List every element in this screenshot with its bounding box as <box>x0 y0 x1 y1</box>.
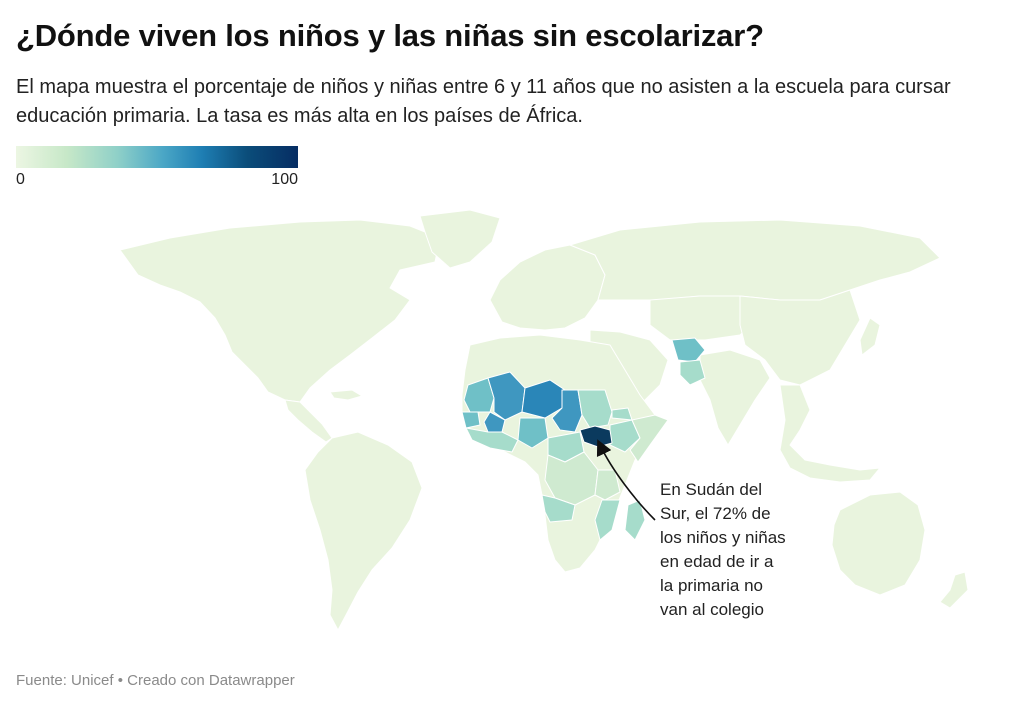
region-india <box>699 349 771 446</box>
region-australia <box>831 491 926 596</box>
region-south-america <box>304 431 423 631</box>
region-eritrea <box>611 407 633 421</box>
legend-gradient-bar <box>16 146 298 168</box>
region-angola <box>541 494 576 523</box>
region-europe <box>489 244 606 331</box>
separator-text: • <box>113 672 128 689</box>
region-new-zealand <box>939 571 969 609</box>
region-afghanistan <box>671 337 706 363</box>
annotation-south-sudan: En Sudán del Sur, el 72% de los niños y … <box>660 478 820 622</box>
region-central-america <box>284 399 333 443</box>
region-greenland <box>419 209 501 269</box>
region-sudan <box>577 389 613 429</box>
region-russia <box>569 219 941 301</box>
region-senegal <box>461 411 481 429</box>
region-north-america <box>119 219 441 403</box>
region-tanzania <box>594 469 621 501</box>
region-japan <box>859 317 881 356</box>
legend-max-label: 100 <box>271 171 298 188</box>
annotation-line: la primaria no <box>660 576 763 595</box>
region-pakistan <box>679 359 706 386</box>
region-central-asia <box>649 295 761 341</box>
annotation-line: Sur, el 72% de <box>660 504 771 523</box>
region-somalia <box>629 414 669 463</box>
region-mozambique <box>594 499 621 541</box>
chart-title: ¿Dónde viven los niños y las niñas sin e… <box>16 18 764 53</box>
region-nigeria <box>517 417 549 449</box>
region-mali <box>487 371 526 421</box>
annotation-line: en edad de ir a <box>660 552 774 571</box>
source-text: Fuente: Unicef <box>16 672 114 689</box>
annotation-line: En Sudán del <box>660 480 763 499</box>
credit-link[interactable]: Creado con Datawrapper <box>127 672 295 689</box>
region-west-coast <box>465 427 519 453</box>
world-map <box>119 209 969 631</box>
region-southeast-asia <box>779 384 881 483</box>
legend-min-label: 0 <box>16 171 25 188</box>
annotation-line: los niños y niñas <box>660 528 786 547</box>
annotation-line: van al colegio <box>660 600 764 619</box>
region-caribbean <box>329 389 363 401</box>
footer: Fuente: Unicef • Creado con Datawrapper <box>16 672 295 689</box>
annotation-arrow <box>596 439 656 521</box>
color-legend: 0 100 <box>16 146 298 191</box>
region-east-asia <box>739 289 861 386</box>
chart-subtitle: El mapa muestra el porcentaje de niños y… <box>16 76 951 127</box>
